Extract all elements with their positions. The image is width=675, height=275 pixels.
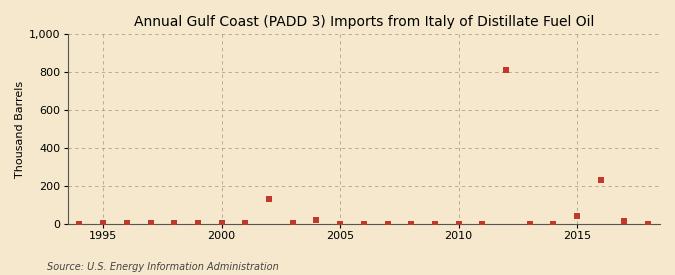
- Point: [358, 222, 369, 226]
- Point: [264, 197, 275, 201]
- Title: Annual Gulf Coast (PADD 3) Imports from Italy of Distillate Fuel Oil: Annual Gulf Coast (PADD 3) Imports from …: [134, 15, 594, 29]
- Point: [643, 222, 653, 226]
- Point: [406, 222, 416, 226]
- Point: [595, 178, 606, 182]
- Point: [145, 221, 156, 226]
- Point: [382, 222, 393, 226]
- Point: [572, 214, 583, 218]
- Point: [51, 222, 61, 226]
- Point: [216, 221, 227, 226]
- Point: [477, 222, 487, 226]
- Point: [98, 221, 109, 226]
- Point: [288, 221, 298, 226]
- Point: [524, 222, 535, 226]
- Point: [240, 221, 250, 226]
- Point: [122, 221, 132, 226]
- Point: [74, 222, 85, 226]
- Point: [335, 222, 346, 226]
- Point: [453, 222, 464, 226]
- Point: [619, 219, 630, 223]
- Point: [192, 221, 203, 226]
- Point: [548, 222, 559, 226]
- Point: [169, 221, 180, 226]
- Point: [501, 68, 512, 73]
- Point: [429, 222, 440, 226]
- Point: [311, 218, 322, 222]
- Text: Source: U.S. Energy Information Administration: Source: U.S. Energy Information Administ…: [47, 262, 279, 272]
- Y-axis label: Thousand Barrels: Thousand Barrels: [15, 81, 25, 178]
